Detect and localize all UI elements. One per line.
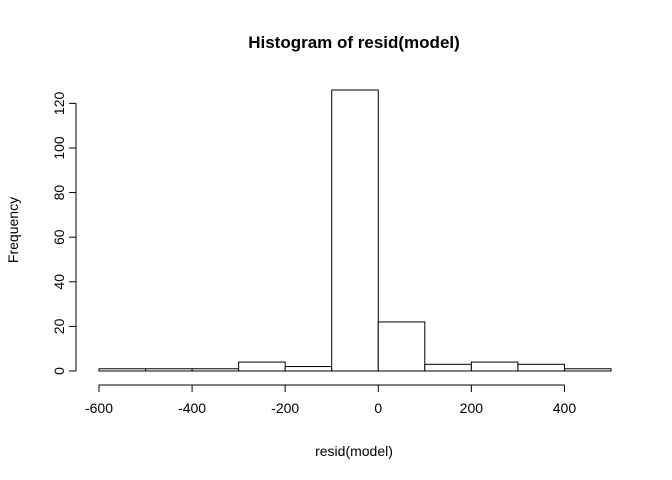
y-tick-label-1: 20 bbox=[51, 318, 67, 334]
histogram-bar-9 bbox=[517, 363, 565, 372]
y-tick-label-3: 60 bbox=[51, 229, 67, 245]
x-tick-label-1: -400 bbox=[178, 400, 206, 416]
x-axis-label: resid(model) bbox=[315, 443, 393, 459]
histogram-bar-2 bbox=[191, 368, 240, 372]
y-axis-label: Frequency bbox=[5, 197, 21, 263]
histogram-bar-6 bbox=[377, 321, 426, 372]
x-axis: -600 -400 -200 0 200 400 bbox=[85, 384, 577, 416]
histogram-bar-4 bbox=[284, 366, 333, 372]
x-tick-label-0: -600 bbox=[85, 400, 113, 416]
y-tick-label-2: 40 bbox=[51, 274, 67, 290]
x-tick-label-3: 0 bbox=[374, 400, 382, 416]
y-tick-label-0: 0 bbox=[51, 367, 67, 375]
histogram-bar-0 bbox=[98, 368, 147, 372]
histogram-bar-7 bbox=[424, 363, 472, 372]
x-tick-label-4: 200 bbox=[460, 400, 484, 416]
y-tick-label-6: 120 bbox=[51, 91, 67, 115]
histogram-bar-1 bbox=[145, 368, 193, 372]
histogram-bar-3 bbox=[238, 361, 286, 372]
x-tick-label-5: 400 bbox=[553, 400, 577, 416]
bars-group bbox=[98, 89, 612, 372]
x-tick-label-2: -200 bbox=[271, 400, 299, 416]
histogram-bar-8 bbox=[470, 361, 519, 372]
y-tick-label-5: 100 bbox=[51, 136, 67, 160]
histogram-bar-10 bbox=[563, 368, 612, 372]
y-tick-label-4: 80 bbox=[51, 185, 67, 201]
chart-title: Histogram of resid(model) bbox=[248, 33, 460, 52]
y-axis: 0 20 40 60 80 100 120 bbox=[51, 91, 77, 375]
histogram-bar-5 bbox=[331, 89, 379, 372]
